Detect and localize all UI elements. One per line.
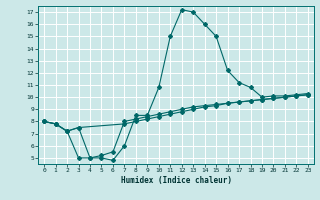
X-axis label: Humidex (Indice chaleur): Humidex (Indice chaleur) [121,176,231,185]
